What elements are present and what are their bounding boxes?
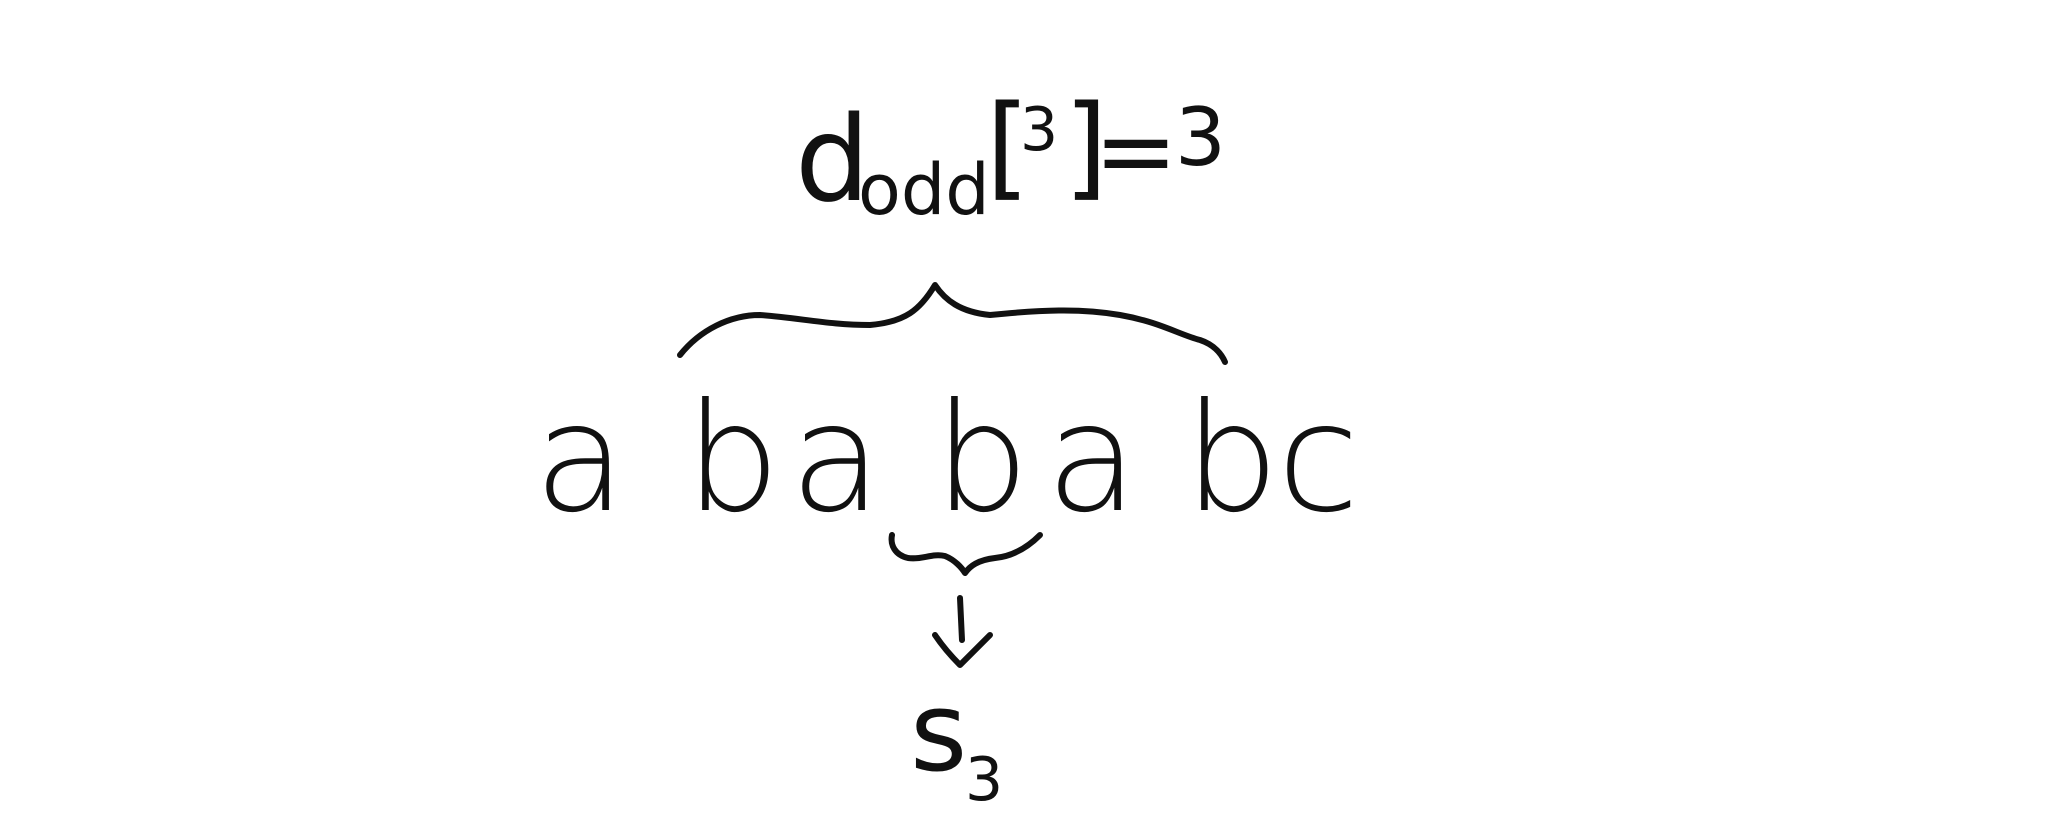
formula-subscript: odd bbox=[858, 149, 990, 231]
result: s 3 bbox=[910, 668, 1003, 815]
string: a b a b a b c bbox=[534, 372, 1359, 546]
formula-symbol: d bbox=[795, 90, 870, 228]
string-char-7: c bbox=[1277, 372, 1359, 546]
string-char-5: a bbox=[1046, 372, 1138, 546]
string-char-6: b bbox=[1184, 372, 1279, 546]
formula-value: 3 bbox=[1175, 91, 1226, 184]
upper-brace bbox=[677, 282, 1228, 365]
formula-index: 3 bbox=[1020, 95, 1058, 165]
result-symbol: s bbox=[910, 668, 967, 796]
string-char-3: a bbox=[790, 372, 882, 546]
string-char-2: b bbox=[685, 372, 780, 546]
string-char-1: a bbox=[534, 372, 626, 546]
down-arrow-icon bbox=[932, 595, 993, 668]
formula-open-bracket: [ bbox=[986, 82, 1030, 212]
string-char-4: b bbox=[934, 372, 1029, 546]
formula-close-bracket: ] bbox=[1064, 82, 1108, 212]
formula: d odd [ 3 ] = 3 bbox=[795, 82, 1226, 231]
lower-brace bbox=[888, 532, 1043, 576]
formula-equals: = bbox=[1094, 92, 1178, 209]
result-subscript: 3 bbox=[965, 745, 1003, 815]
